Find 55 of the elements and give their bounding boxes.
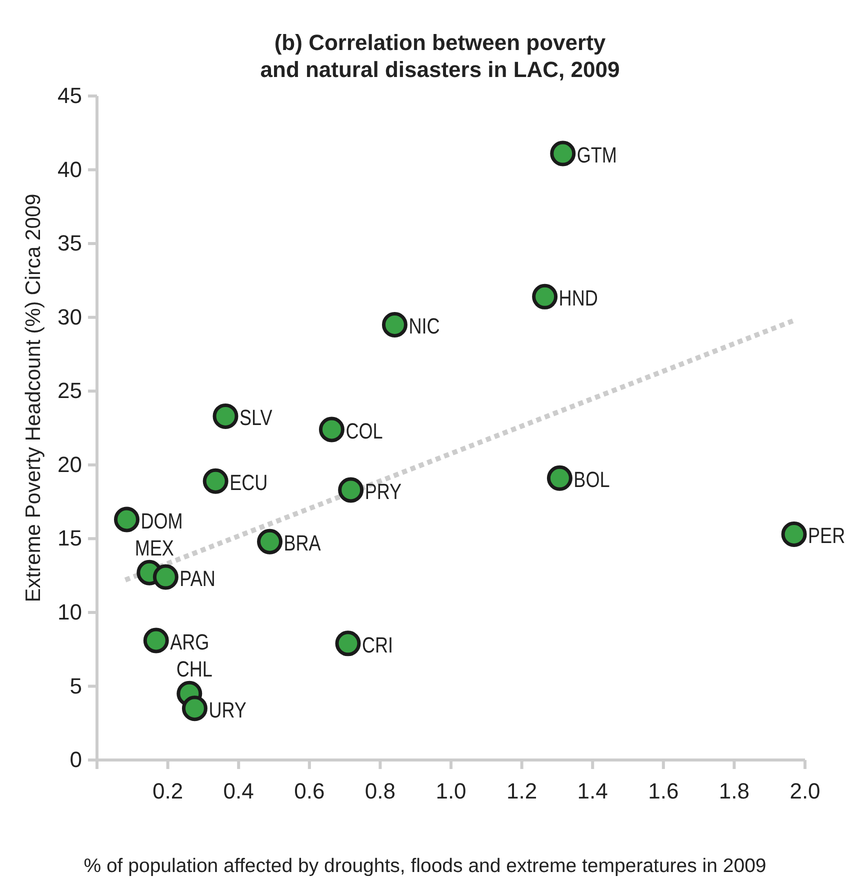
x-tick-label: 0.2 [152, 778, 184, 804]
annotation: ECU [230, 472, 268, 496]
x-tick-label: 1.8 [718, 778, 750, 804]
y-tick-label: 20 [58, 452, 82, 477]
point [212, 403, 238, 429]
y-tick-label: 40 [58, 156, 82, 182]
point [532, 284, 558, 310]
annotation: ARG [170, 630, 210, 655]
annotation: PER [808, 524, 846, 549]
annotation: DOM [140, 510, 183, 534]
x-tick-label: 2.0 [790, 778, 820, 804]
point [550, 140, 576, 166]
point [182, 696, 208, 722]
y-tick-label: 30 [58, 304, 82, 330]
annotation: MEX [134, 537, 174, 562]
point [781, 522, 807, 547]
annotation: URY [208, 698, 246, 723]
y-tick-label: 10 [58, 599, 82, 624]
point [152, 564, 178, 590]
y-tick-label: 5 [70, 673, 82, 698]
point [202, 468, 228, 494]
x-tick-label: 1.6 [648, 778, 679, 804]
annotation: CHL [176, 658, 212, 682]
point [338, 477, 364, 503]
y-axis-title: Extreme Poverty Headcount (%) Circa 2009 [22, 194, 45, 602]
chart-title: (b) Correlation between poverty and natural disasters in LAC, 2009 [260, 30, 620, 82]
annotation: GTM [576, 144, 617, 168]
y-tick-label: 15 [58, 526, 82, 551]
y-tick-label: 35 [58, 230, 82, 256]
x-tick-label: 0.8 [364, 778, 396, 804]
annotation: PAN [180, 567, 216, 592]
x-tick-label: 1.0 [436, 778, 466, 804]
annotation: BOL [574, 468, 610, 493]
point [143, 628, 169, 654]
x-tick-label: 0.4 [223, 778, 254, 804]
y-tick-label: 0 [70, 747, 82, 772]
point [114, 506, 140, 532]
annotation: SLV [240, 406, 273, 431]
point [257, 528, 282, 554]
x-tick-label: 1.2 [506, 778, 538, 804]
point [382, 312, 408, 338]
annotation: COL [346, 420, 383, 444]
annotation: NIC [408, 315, 440, 340]
annotation: HND [558, 287, 598, 312]
annotation: CRI [362, 634, 394, 658]
y-tick-label: 45 [58, 83, 82, 108]
y-tick-label: 25 [58, 378, 82, 404]
annotation: PRY [364, 480, 402, 504]
x-tick-label: 0.6 [294, 778, 325, 804]
x-tick-label: 1.4 [577, 778, 608, 804]
point [546, 465, 572, 491]
annotation: BRA [284, 532, 322, 556]
x-axis-title: % of population affected by droughts, floods and extreme temperatures in 2009 [84, 855, 766, 877]
point [318, 416, 344, 442]
point [335, 630, 361, 656]
